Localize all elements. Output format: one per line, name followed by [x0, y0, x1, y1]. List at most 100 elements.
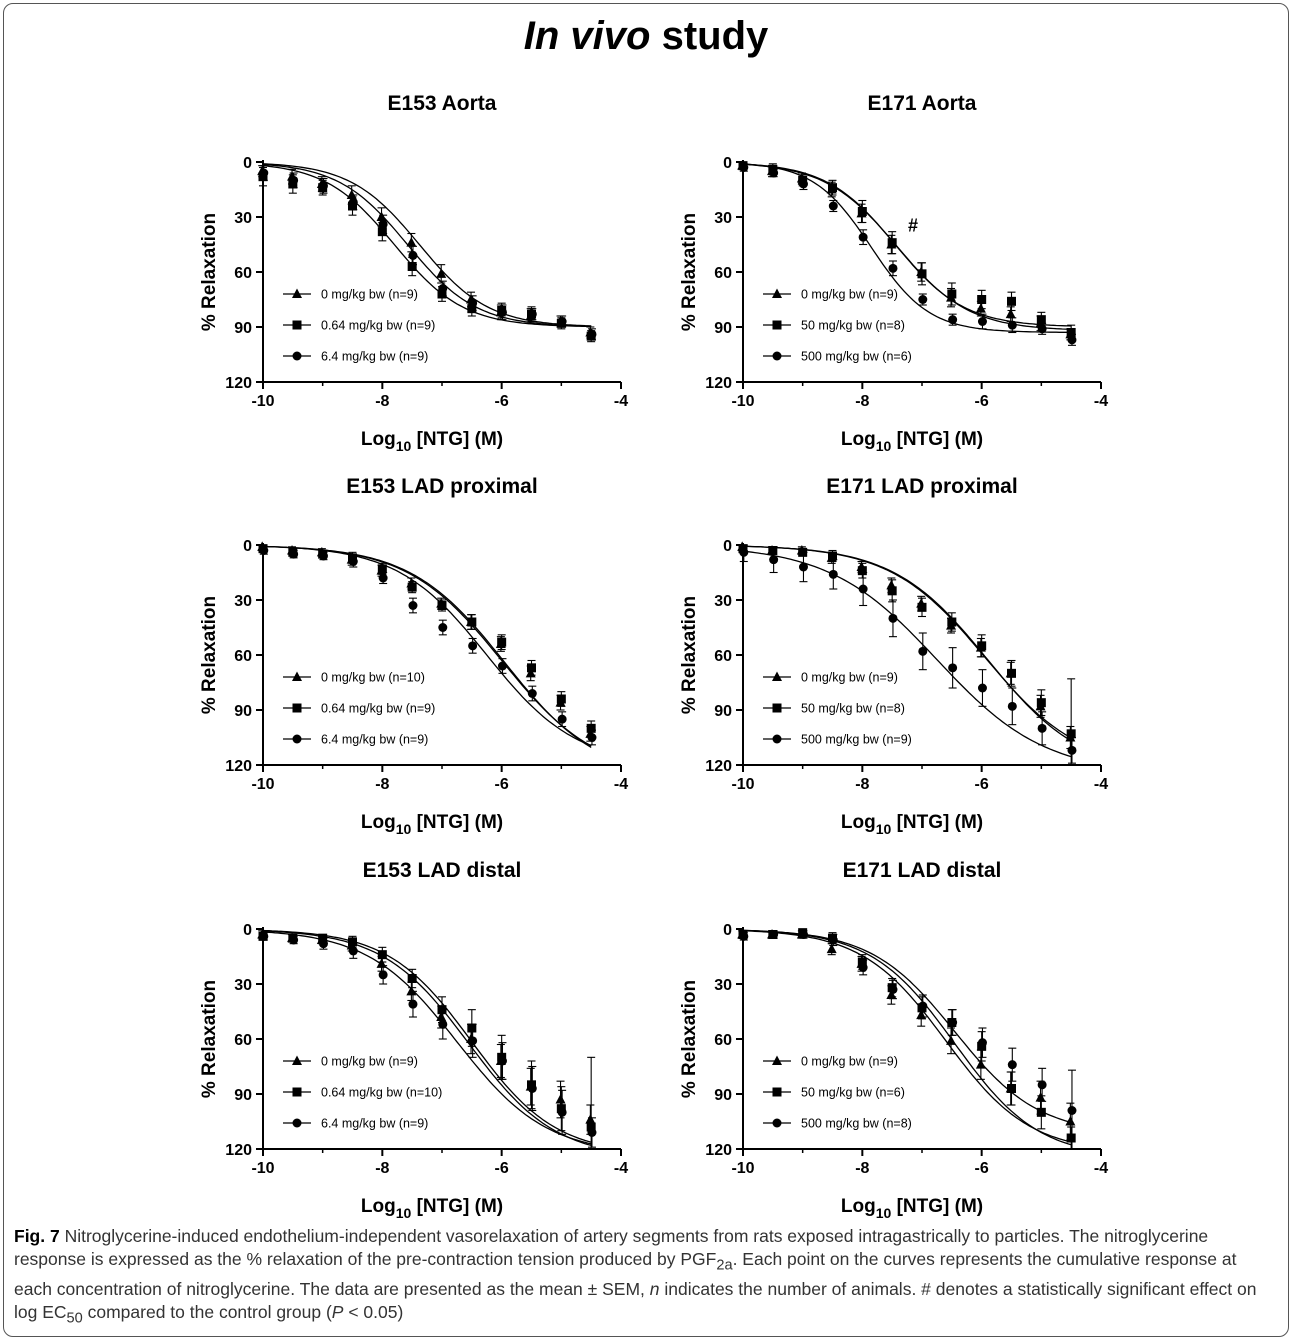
legend-marker — [292, 1087, 302, 1097]
legend-marker — [292, 734, 302, 744]
data-point — [975, 303, 986, 313]
fit-curve — [262, 545, 592, 747]
y-tick-label: 120 — [225, 1142, 252, 1159]
y-tick-label: 120 — [225, 758, 252, 775]
legend-label: 0 mg/kg bw (n=9) — [801, 671, 898, 685]
legend-marker — [772, 288, 782, 298]
x-axis-label: Log10 [NTG] (M) — [361, 1196, 503, 1221]
x-tick-label: -8 — [855, 1160, 869, 1177]
fit-curve — [262, 163, 592, 327]
y-tick-label: 90 — [714, 1087, 732, 1104]
data-point — [828, 183, 837, 193]
series — [739, 163, 1077, 346]
data-point — [977, 1038, 987, 1048]
series — [259, 931, 597, 1148]
data-point — [587, 329, 597, 339]
x-axis-label-rest: [NTG] (M) — [891, 812, 983, 833]
data-point — [407, 582, 417, 592]
caption-text-3: indicates the number of animals. # denot… — [14, 1278, 1257, 1322]
x-tick-label: -8 — [855, 393, 869, 410]
y-tick-label: 60 — [714, 265, 732, 282]
legend-marker — [292, 1118, 302, 1128]
chart-title: E153 Aorta — [388, 92, 497, 115]
caption-p-italic: P — [331, 1301, 344, 1322]
data-point — [1067, 1106, 1077, 1115]
legend-marker — [292, 671, 302, 681]
x-axis-label-sub: 10 — [396, 1205, 412, 1221]
chart-panel: E153 LAD distal 0 30 60 90 120-10 -8 -6 -4 % Rela… — [199, 859, 628, 1221]
figure-title-italic: In vivo — [523, 14, 651, 58]
data-point — [1007, 296, 1016, 306]
data-point — [378, 970, 388, 980]
x-tick-label: -4 — [614, 393, 628, 410]
legend-label: 50 mg/kg bw (n=6) — [801, 1086, 905, 1100]
x-tick-label: -8 — [375, 776, 389, 793]
data-point — [408, 999, 418, 1009]
data-point — [467, 617, 477, 627]
chart-title: E171 LAD proximal — [826, 475, 1017, 498]
data-point — [826, 943, 837, 954]
data-point — [888, 985, 898, 994]
legend-label: 500 mg/kg bw (n=8) — [801, 1117, 912, 1131]
y-tick-label: 0 — [723, 538, 732, 555]
data-point — [739, 931, 749, 941]
fit-curve — [262, 164, 592, 328]
data-point — [406, 237, 417, 247]
x-tick-label: -10 — [251, 1160, 274, 1177]
y-tick-label: 120 — [225, 375, 252, 392]
legend: 0 mg/kg bw (n=9) 50 mg/kg bw (n=6) 500 mg/… — [763, 1055, 912, 1131]
data-point — [769, 930, 779, 939]
data-point — [378, 219, 388, 229]
chart-panel: E153 LAD proximal 0 30 60 90 120-10 -8 -6 -4 % Re… — [199, 475, 628, 837]
series — [257, 929, 596, 1147]
legend-label: 0.64 mg/kg bw (n=10) — [321, 1086, 442, 1100]
data-point — [318, 551, 328, 561]
x-tick-label: -6 — [975, 1160, 989, 1177]
legend-marker — [772, 1087, 782, 1097]
chart-panel: E171 LAD distal 0 30 60 90 120-10 -8 -6 -4 % Rela… — [679, 859, 1108, 1221]
data-point — [1035, 1092, 1046, 1102]
data-point — [555, 1094, 566, 1104]
data-point — [769, 555, 779, 565]
x-tick-label: -4 — [614, 776, 628, 793]
y-tick-label: 0 — [723, 155, 732, 172]
data-point — [407, 974, 417, 983]
y-tick-label: 30 — [234, 977, 252, 994]
legend: 0 mg/kg bw (n=9) 50 mg/kg bw (n=8) 500 mg/… — [763, 671, 912, 747]
data-point — [888, 263, 898, 273]
data-point — [289, 549, 299, 559]
data-point — [377, 227, 387, 237]
data-point — [1066, 1133, 1076, 1143]
data-point — [586, 723, 596, 733]
data-point — [1037, 1080, 1047, 1090]
y-tick-label: 60 — [234, 648, 252, 665]
x-axis-label: Log10 [NTG] (M) — [841, 812, 983, 837]
data-point — [948, 663, 958, 673]
data-point — [1007, 320, 1017, 330]
legend-label: 6.4 mg/kg bw (n=9) — [321, 1117, 428, 1131]
data-point — [259, 931, 269, 941]
data-point — [798, 179, 808, 189]
x-axis-label-rest: [NTG] (M) — [411, 812, 503, 833]
fit-curve — [742, 163, 1072, 327]
x-tick-label: -10 — [251, 393, 274, 410]
caption-text-1: Nitroglycerine-induced endothelium-indep… — [14, 1226, 1209, 1269]
data-point — [769, 168, 779, 178]
x-tick-label: -4 — [1094, 1160, 1108, 1177]
data-point — [858, 232, 868, 242]
x-axis-label-main: Log — [361, 812, 396, 833]
y-tick-label: 0 — [723, 922, 732, 939]
y-tick-label: 120 — [705, 375, 732, 392]
data-point — [798, 562, 808, 572]
data-point — [468, 641, 478, 651]
chart-panel: E171 Aorta 0 30 60 90 120-10 -8 -6 -4 % Relaxatio… — [679, 92, 1108, 454]
y-axis-label: % Relaxation — [679, 980, 700, 1098]
legend-marker — [772, 351, 782, 361]
data-point — [828, 551, 837, 561]
data-point — [947, 289, 957, 299]
data-point — [497, 1056, 507, 1066]
legend-label: 0.64 mg/kg bw (n=9) — [321, 319, 435, 333]
data-point — [467, 1023, 477, 1033]
series — [259, 163, 597, 341]
data-point — [768, 546, 778, 555]
